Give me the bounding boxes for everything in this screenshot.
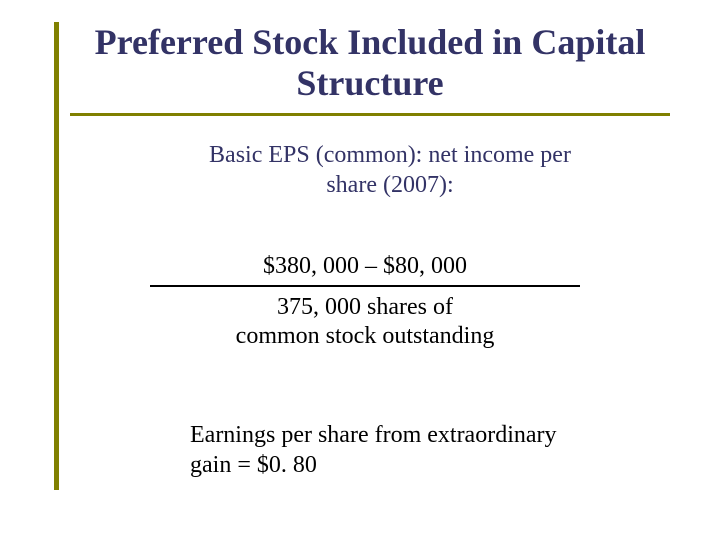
footer-text: Earnings per share from extraordinary ga… bbox=[190, 420, 630, 480]
accent-bar bbox=[54, 22, 59, 490]
slide: Preferred Stock Included in Capital Stru… bbox=[0, 0, 720, 540]
slide-title: Preferred Stock Included in Capital Stru… bbox=[70, 22, 670, 111]
eps-fraction: $380, 000 – $80, 000 375, 000 shares of … bbox=[150, 252, 580, 350]
subtitle: Basic EPS (common): net income per share… bbox=[170, 140, 610, 200]
footer-line-1: Earnings per share from extraordinary bbox=[190, 422, 557, 448]
fraction-denominator-line-1: 375, 000 shares of bbox=[150, 293, 580, 322]
title-underline bbox=[70, 113, 670, 116]
fraction-line bbox=[150, 285, 580, 287]
subtitle-line-1: Basic EPS (common): net income per bbox=[209, 142, 571, 168]
fraction-denominator-line-2: common stock outstanding bbox=[150, 322, 580, 351]
title-block: Preferred Stock Included in Capital Stru… bbox=[70, 22, 670, 116]
footer-line-2: gain = $0. 80 bbox=[190, 452, 317, 478]
fraction-numerator: $380, 000 – $80, 000 bbox=[150, 252, 580, 281]
subtitle-line-2: share (2007): bbox=[326, 172, 453, 198]
